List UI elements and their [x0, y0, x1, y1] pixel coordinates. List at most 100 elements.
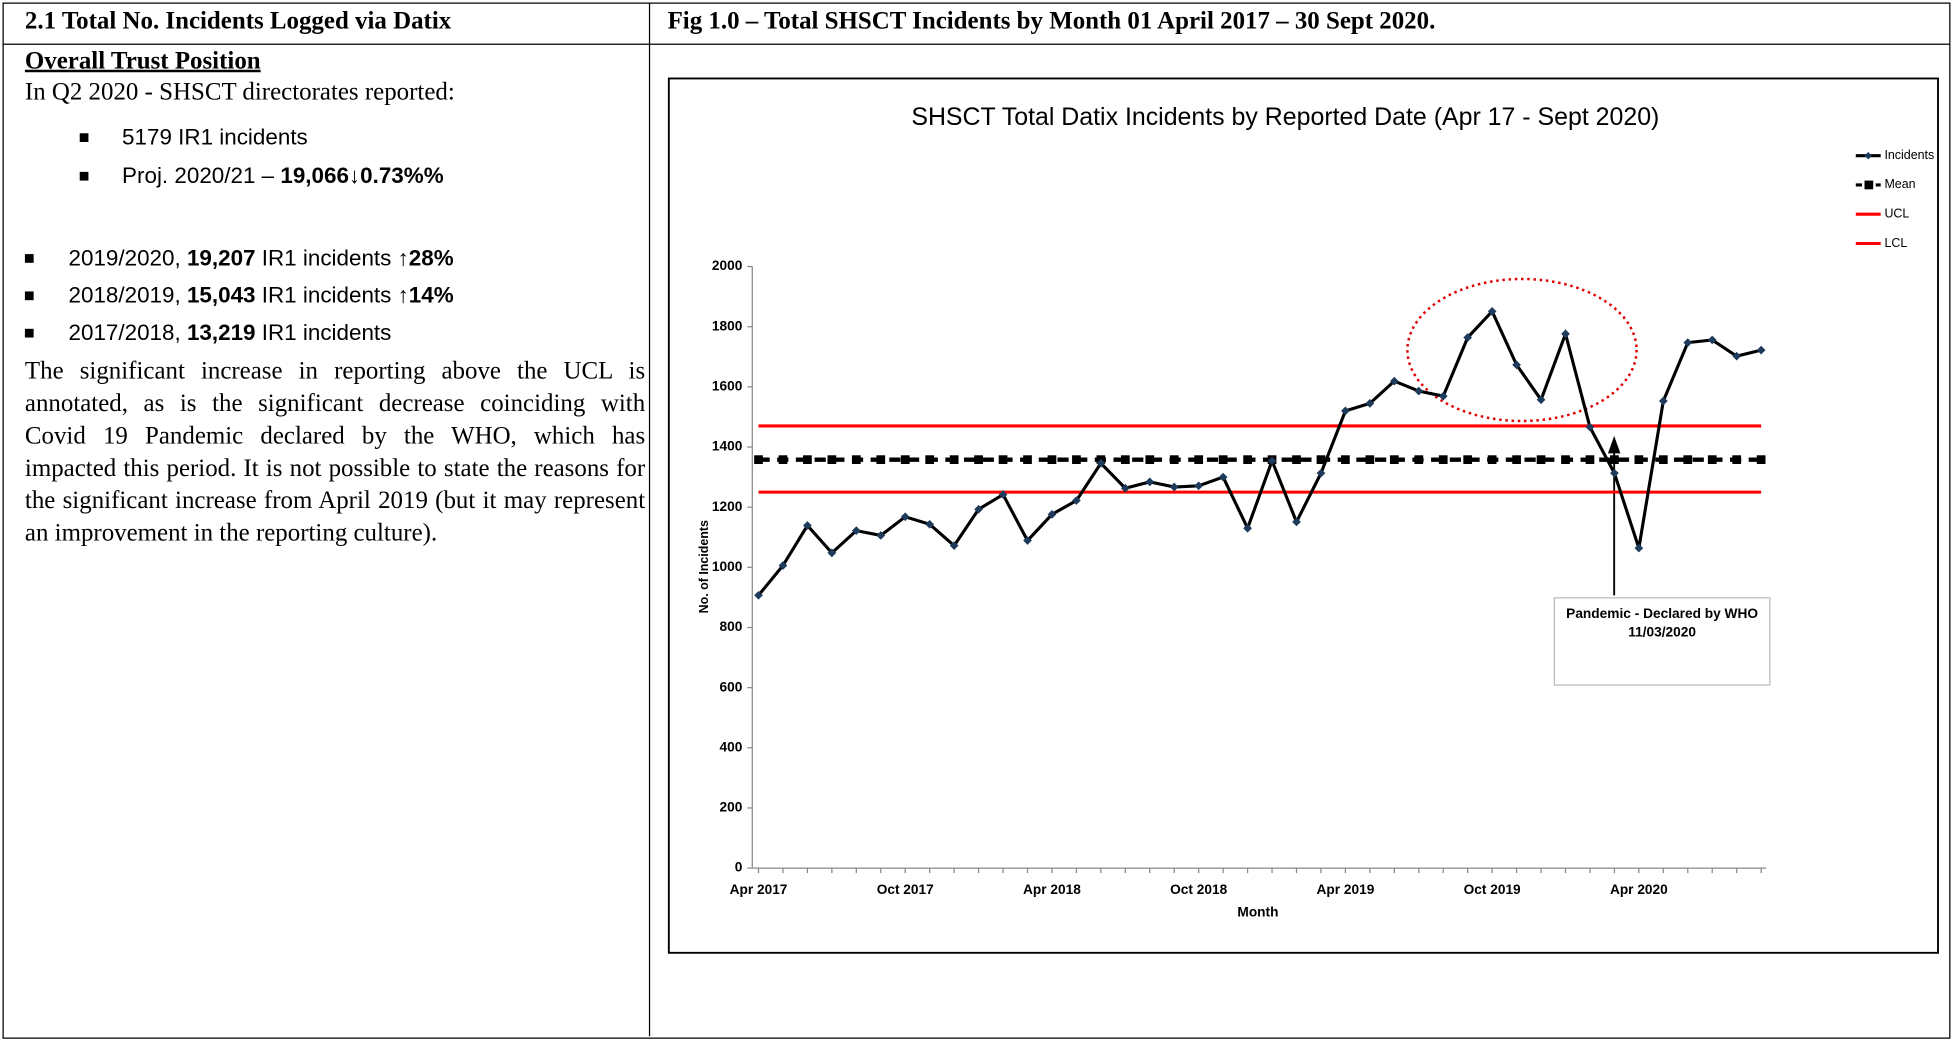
- y-tick-label: 1400: [712, 439, 743, 454]
- point: [851, 455, 861, 465]
- x-tick-label: Apr 2019: [1316, 882, 1374, 897]
- point: [1194, 455, 1204, 465]
- point: [1683, 455, 1693, 465]
- point: [876, 531, 886, 540]
- point: [778, 455, 788, 465]
- point: [1585, 455, 1595, 465]
- y-tick-label: 0: [735, 860, 743, 875]
- y-tick-label: 600: [719, 679, 742, 694]
- point: [1243, 523, 1252, 533]
- chart-title: SHSCT Total Datix Incidents by Reported …: [911, 103, 1659, 131]
- text-run: IR1 incidents: [255, 282, 398, 308]
- x-tick-label: Oct 2019: [1464, 882, 1521, 897]
- point: [827, 455, 837, 465]
- text-run: 2018/2019,: [68, 282, 187, 308]
- text-run: 2019/2020,: [68, 245, 187, 271]
- legend-label: Incidents: [1884, 148, 1934, 162]
- bullet-text: 2017/2018, 13,219 IR1 incidents: [69, 320, 392, 346]
- legend-marker: [1864, 180, 1874, 190]
- point: [925, 519, 935, 529]
- text-run: 2017/2018,: [68, 320, 187, 346]
- point: [1218, 472, 1228, 482]
- y-tick-label: 200: [719, 800, 742, 815]
- point: [1414, 386, 1424, 396]
- point: [1169, 455, 1179, 465]
- point: [974, 455, 983, 465]
- point: [851, 526, 861, 535]
- subtitle: Overall Trust Position: [24, 47, 261, 75]
- point: [1658, 455, 1668, 465]
- point: [876, 455, 886, 465]
- point: [925, 455, 935, 465]
- point: [900, 512, 910, 522]
- point: [1536, 455, 1546, 465]
- point: [1585, 422, 1595, 432]
- bullet-text: 2018/2019, 15,043 IR1 incidents ↑14%: [69, 283, 454, 309]
- point: [803, 521, 812, 530]
- text-run: ↑28%: [397, 245, 454, 271]
- point: [754, 590, 763, 600]
- point: [1316, 455, 1326, 465]
- point: [1194, 481, 1204, 491]
- point: [778, 561, 788, 570]
- text-run: IR1 incidents: [255, 245, 398, 271]
- annotation: Pandemic - Declared by WHO 11/03/2020: [1566, 606, 1759, 641]
- plot: 0 200 400 600 800 1000 1200 1400 1600 1800 2000 Apr…: [712, 148, 1934, 897]
- y-tick-label: 400: [719, 739, 742, 754]
- legend-label: Mean: [1884, 177, 1915, 191]
- point: [949, 541, 959, 551]
- x-axis-label: Month: [1237, 905, 1278, 920]
- legend-label: LCL: [1884, 236, 1907, 250]
- legend-marker: [1864, 151, 1872, 160]
- header-left: 2.1 Total No. Incidents Logged via Datix: [24, 7, 452, 35]
- y-tick-label: 1000: [712, 559, 743, 574]
- bullet: [79, 171, 89, 181]
- bullet: [24, 291, 34, 301]
- arrow-head: [1607, 435, 1621, 454]
- text-run: Proj. 2020/21 –: [122, 163, 281, 189]
- chart-frame: [667, 77, 1939, 954]
- point: [1756, 455, 1766, 465]
- x-tick-label: Apr 2018: [1023, 882, 1081, 897]
- text-run: ↑14%: [397, 282, 454, 308]
- point: [1463, 455, 1473, 465]
- point: [1365, 455, 1375, 465]
- point: [1561, 455, 1570, 465]
- point: [827, 548, 837, 558]
- text-run: 19,207: [186, 245, 256, 271]
- y-tick-label: 800: [719, 619, 742, 634]
- y-tick-label: 1200: [712, 499, 743, 514]
- point: [1072, 455, 1081, 465]
- series-line: [757, 308, 1762, 597]
- point: [1047, 455, 1057, 465]
- point: [1023, 455, 1032, 465]
- x-tick-label: Apr 2020: [1610, 882, 1668, 897]
- row-divider: [2, 43, 1951, 45]
- annotation-box: [1553, 597, 1771, 686]
- text-run: 13,219: [186, 320, 256, 346]
- legend-label: UCL: [1884, 207, 1909, 221]
- paragraph: The significant increase in reporting ab…: [24, 357, 646, 547]
- bullet-text: 5179 IR1 incidents: [122, 125, 308, 151]
- y-axis-label: No. of Incidents: [697, 520, 711, 613]
- point: [1341, 406, 1350, 416]
- header-right: Fig 1.0 – Total SHSCT Incidents by Month…: [667, 7, 1436, 35]
- point: [1145, 477, 1155, 487]
- point: [1120, 455, 1130, 465]
- intro: In Q2 2020 - SHSCT directorates reported…: [24, 78, 455, 106]
- x-tick-label: Apr 2017: [730, 882, 788, 897]
- point: [1732, 351, 1742, 361]
- point: [1120, 483, 1130, 493]
- point: [998, 490, 1008, 499]
- x-tick-label: Oct 2018: [1170, 882, 1227, 897]
- bullet: [24, 328, 34, 338]
- bullet-text: Proj. 2020/21 – 19,066↓0.73%%: [122, 163, 444, 189]
- y-tick-label: 1600: [712, 378, 743, 393]
- point: [949, 455, 959, 465]
- y-tick-label: 2000: [712, 258, 743, 273]
- highlight-ellipse: [1406, 277, 1638, 423]
- point: [1732, 455, 1742, 465]
- point: [1389, 376, 1399, 386]
